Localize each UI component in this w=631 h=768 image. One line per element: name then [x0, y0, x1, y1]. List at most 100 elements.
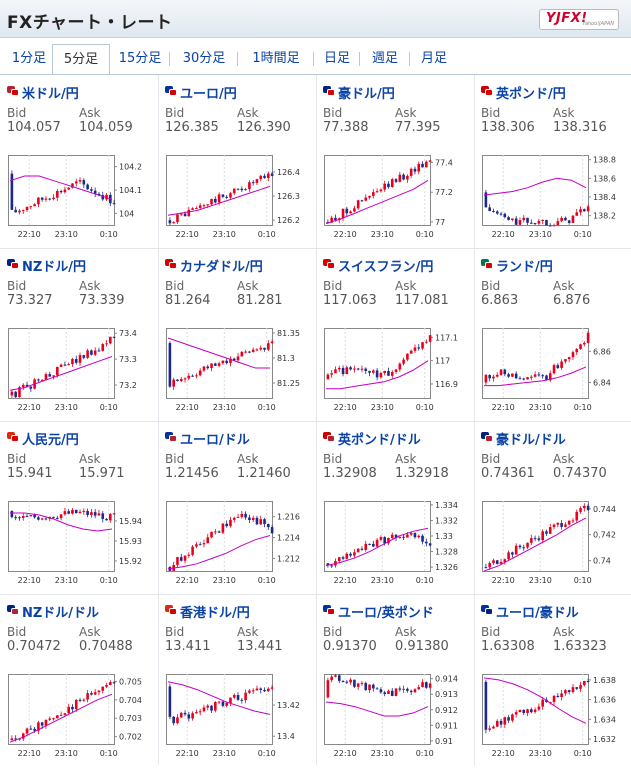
candle-body	[409, 168, 413, 176]
candle-chart[interactable]: 22:10 23:10 0:10 0.744 0.742 0.74	[480, 495, 630, 587]
pair-name[interactable]: 人民元/円	[22, 433, 79, 448]
pair-name[interactable]: カナダドル/円	[180, 260, 263, 275]
quote-flag-icon	[327, 608, 335, 615]
candle-body	[86, 693, 89, 700]
pair-name[interactable]: 英ポンド/円	[496, 87, 566, 102]
candle-body	[552, 225, 556, 227]
candle-body	[356, 548, 360, 553]
pair-name[interactable]: ユーロ/英ポンド	[338, 606, 434, 621]
candle-body	[364, 543, 368, 550]
x-tick-label: 23:10	[213, 576, 236, 585]
tab-1[interactable]: 1分足	[11, 51, 47, 66]
y-tick-label: 116.9	[435, 380, 458, 389]
y-tick-label: 0.702	[119, 733, 142, 742]
candle-body	[14, 209, 17, 213]
candle-body	[413, 168, 417, 172]
tab-2[interactable]: 5分足	[52, 44, 110, 74]
candle-body	[112, 513, 116, 515]
candle-chart[interactable]: 22:10 23:10 0:10 1.638 1.636 1.634 1.632	[480, 668, 630, 760]
pair-name[interactable]: ランド/円	[496, 260, 553, 275]
candle-chart[interactable]: 22:10 23:10 0:10 1.216 1.214 1.212	[164, 495, 314, 587]
tab-4[interactable]: 30分足	[182, 51, 226, 66]
pair-name[interactable]: 英ポンド/ドル	[338, 433, 421, 448]
pair-name[interactable]: ユーロ/豪ドル	[496, 606, 579, 621]
candle-body	[179, 712, 183, 718]
candle-body	[394, 688, 398, 696]
flag-icon	[323, 432, 335, 442]
candle-body	[248, 517, 251, 521]
moving-average-line	[483, 677, 587, 724]
candle-body	[251, 349, 255, 353]
candle-body	[356, 368, 360, 370]
y-tick-label: 1.216	[277, 513, 300, 522]
rate-panel: 人民元/円 Bid Ask 15.941 15.971 22:10 23:10 0:10 15.…	[0, 421, 158, 594]
candle-chart[interactable]: 22:10 23:10 0:10 0.705 0.704 0.703 0.702	[6, 668, 156, 760]
candle-body	[67, 364, 70, 366]
candle-chart[interactable]: 22:10 23:10 0:10 138.8 138.6 138.4 138.2	[480, 149, 630, 241]
pair-name[interactable]: 香港ドル/円	[180, 606, 250, 621]
candle-body	[240, 699, 244, 701]
candle-chart[interactable]: 22:10 23:10 0:10 1.334 1.332 1.33 1.328 1.326	[322, 495, 472, 587]
y-tick-label: 117.1	[435, 333, 458, 342]
candle-body	[518, 220, 522, 225]
bid-value: 15.941	[7, 466, 53, 481]
candle-body	[537, 374, 541, 376]
candle-body	[232, 695, 236, 698]
y-tick-label: 81.35	[277, 329, 300, 338]
pair-name[interactable]: 豪ドル/円	[338, 87, 395, 102]
candle-body	[251, 517, 255, 521]
candle-body	[71, 359, 74, 365]
x-tick-label: 22:10	[492, 403, 515, 412]
pair-name[interactable]: 米ドル/円	[22, 87, 79, 102]
bid-value: 1.21456	[165, 466, 219, 481]
tab-6[interactable]: 日足	[323, 51, 350, 66]
ask-value: 6.876	[553, 293, 591, 308]
candle-body	[421, 163, 424, 168]
candle-body	[522, 709, 526, 713]
candle-body	[29, 206, 33, 208]
pair-name[interactable]: スイスフラン/円	[338, 260, 434, 275]
yjfx-logo[interactable]: YJFX! Yahoo!JAPAN	[539, 9, 619, 30]
candle-chart[interactable]: 22:10 23:10 0:10 13.42 13.4	[164, 668, 314, 760]
candle-chart[interactable]: 22:10 23:10 0:10 15.94 15.93 15.92	[6, 495, 156, 587]
pair-name[interactable]: ユーロ/ドル	[180, 433, 250, 448]
pair-name[interactable]: NZドル/ドル	[22, 606, 100, 621]
ask-value: 0.74370	[553, 466, 607, 481]
candle-chart[interactable]: 22:10 23:10 0:10 6.86 6.84	[480, 322, 630, 414]
candle-body	[356, 200, 360, 209]
candle-body	[402, 688, 405, 690]
candle-body	[383, 183, 386, 190]
pair-name[interactable]: NZドル/円	[22, 260, 87, 275]
candle-body	[530, 709, 533, 713]
candle-body	[14, 517, 17, 519]
tab-8[interactable]: 月足	[420, 51, 447, 66]
candle-body	[575, 511, 579, 521]
tab-7[interactable]: 週足	[371, 51, 398, 66]
pair-name[interactable]: ユーロ/円	[180, 87, 237, 102]
tab-5[interactable]: 1時間足	[252, 51, 300, 66]
candle-body	[353, 208, 356, 212]
candle-body	[37, 197, 40, 205]
candle-chart[interactable]: 22:10 23:10 0:10 104.2 104.1 104	[6, 149, 156, 241]
ask-label: Ask	[395, 279, 417, 293]
candle-chart[interactable]: 22:10 23:10 0:10 73.4 73.3 73.2	[6, 322, 156, 414]
candle-body	[25, 516, 29, 518]
candle-chart[interactable]: 22:10 23:10 0:10 81.35 81.3 81.25	[164, 322, 314, 414]
candle-body	[537, 220, 541, 224]
candle-body	[232, 358, 236, 361]
candle-body	[48, 198, 52, 200]
quote-flag-icon	[11, 89, 19, 96]
chart-frame	[482, 155, 589, 226]
pair-name[interactable]: 豪ドル/ドル	[496, 433, 566, 448]
candle-chart[interactable]: 22:10 23:10 0:10 117.1 117 116.9	[322, 322, 472, 414]
candle-chart[interactable]: 22:10 23:10 0:10 77.4 77.2 77	[322, 149, 472, 241]
candle-chart[interactable]: 22:10 23:10 0:10 126.4 126.3 126.2	[164, 149, 314, 241]
candle-chart[interactable]: 22:10 23:10 0:10 0.914 0.913 0.912 0.911 0.91	[322, 668, 472, 760]
candle-body	[421, 682, 424, 688]
candle-body	[548, 225, 552, 227]
candle-body	[364, 682, 368, 691]
chart-frame	[166, 328, 273, 399]
chart-frame	[324, 501, 431, 572]
tab-3[interactable]: 15分足	[118, 51, 162, 66]
y-tick-label: 1.632	[593, 735, 616, 744]
